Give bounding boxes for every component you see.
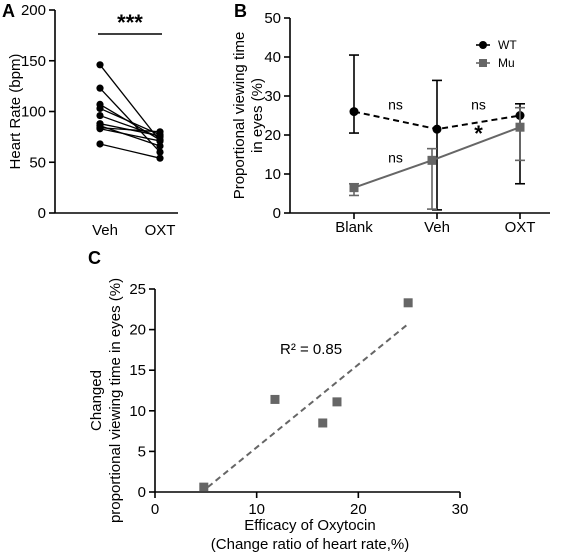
x-tick-label: Veh (424, 219, 450, 236)
panel-b-chart: 0 10 20 30 40 50 Blank Veh OXT Proportional viewi… (231, 10, 550, 236)
paired-line (99, 127, 161, 133)
scatter-point (270, 394, 280, 404)
scatter-point (318, 418, 328, 428)
oxt-point (156, 142, 164, 150)
significance-annotation: ns (388, 97, 403, 113)
y-tick-label: 25 (129, 281, 146, 298)
legend-label: Mu (498, 56, 515, 70)
y-tick-label: 150 (21, 53, 46, 70)
x-axis-title: Efficacy of Oxytocin (244, 517, 375, 534)
scatter-point (332, 397, 342, 407)
x-axis-title-line2: (Change ratio of heart rate,%) (211, 536, 409, 553)
significance-annotation: * (474, 121, 483, 146)
point-wt (432, 124, 442, 134)
veh-point (96, 61, 104, 69)
x-tick-label: OXT (505, 219, 536, 236)
r-squared-label: R² = 0.85 (280, 341, 342, 358)
significance-annotation: ns (471, 97, 486, 113)
panel-c-letter: C (88, 248, 101, 268)
y-tick-label: 40 (264, 49, 281, 66)
significance-annotation: ns (388, 149, 403, 165)
y-tick-label: 0 (138, 484, 146, 501)
y-tick-label: 30 (264, 88, 281, 105)
veh-point (96, 140, 104, 148)
paired-line (99, 143, 161, 159)
y-tick-label: 200 (21, 2, 46, 19)
y-tick-label: 50 (29, 154, 46, 171)
y-tick-label: 100 (21, 104, 46, 121)
x-tick-label: 20 (350, 501, 367, 518)
x-tick-label: Veh (92, 222, 118, 239)
veh-point (96, 111, 104, 120)
panel-c-chart: 0 5 10 15 20 25 0 10 20 30 Efficacy of Oxytocin (Ch… (88, 278, 468, 553)
oxt-point (156, 137, 164, 145)
x-tick-label: OXT (145, 222, 176, 239)
legend-label: WT (498, 38, 517, 52)
y-tick-label: 0 (38, 205, 46, 222)
paired-line (99, 87, 161, 153)
y-axis-title: Changed (88, 370, 105, 431)
legend-marker (479, 59, 487, 67)
veh-point (96, 104, 104, 113)
x-tick-label: 30 (452, 501, 469, 518)
paired-line (99, 64, 161, 142)
x-tick-label: 10 (248, 501, 265, 518)
scatter-point (403, 298, 413, 308)
scatter-point (199, 482, 209, 492)
significance-label: *** (117, 10, 143, 35)
y-tick-label: 20 (129, 322, 146, 339)
oxt-point (156, 154, 164, 162)
y-tick-label: 5 (138, 443, 146, 460)
y-tick-label: 10 (264, 166, 281, 183)
veh-point (96, 125, 104, 133)
y-tick-label: 50 (264, 10, 281, 27)
y-axis-title: Heart Rate (bpm) (7, 54, 24, 170)
point-mu (427, 155, 437, 165)
x-tick-label: 0 (151, 501, 159, 518)
regression-line (207, 322, 410, 488)
point-mu (349, 183, 359, 193)
point-wt (349, 107, 359, 117)
paired-line (99, 125, 161, 147)
legend-marker (479, 41, 487, 49)
y-axis-title-line1: Proportional viewing time (231, 32, 248, 200)
y-tick-label: 15 (129, 362, 146, 379)
y-tick-label: 10 (129, 403, 146, 420)
paired-line (99, 128, 161, 142)
y-axis-title-line2: proportional viewing time in eyes (%) (107, 278, 124, 523)
point-mu (515, 122, 525, 132)
oxt-point (156, 148, 164, 156)
oxt-point (156, 128, 164, 136)
y-axis-title-line2: in eyes (%) (249, 78, 266, 153)
paired-line (99, 107, 161, 136)
y-tick-label: 0 (273, 205, 281, 222)
panel-b-letter: B (234, 1, 247, 21)
panel-a-chart: 0 50 100 150 200 Veh OXT Heart Rate (bpm) *** (7, 2, 178, 239)
x-tick-label: Blank (335, 219, 373, 236)
panel-a-letter: A (2, 1, 15, 21)
veh-point (96, 84, 104, 92)
y-tick-label: 20 (264, 127, 281, 144)
